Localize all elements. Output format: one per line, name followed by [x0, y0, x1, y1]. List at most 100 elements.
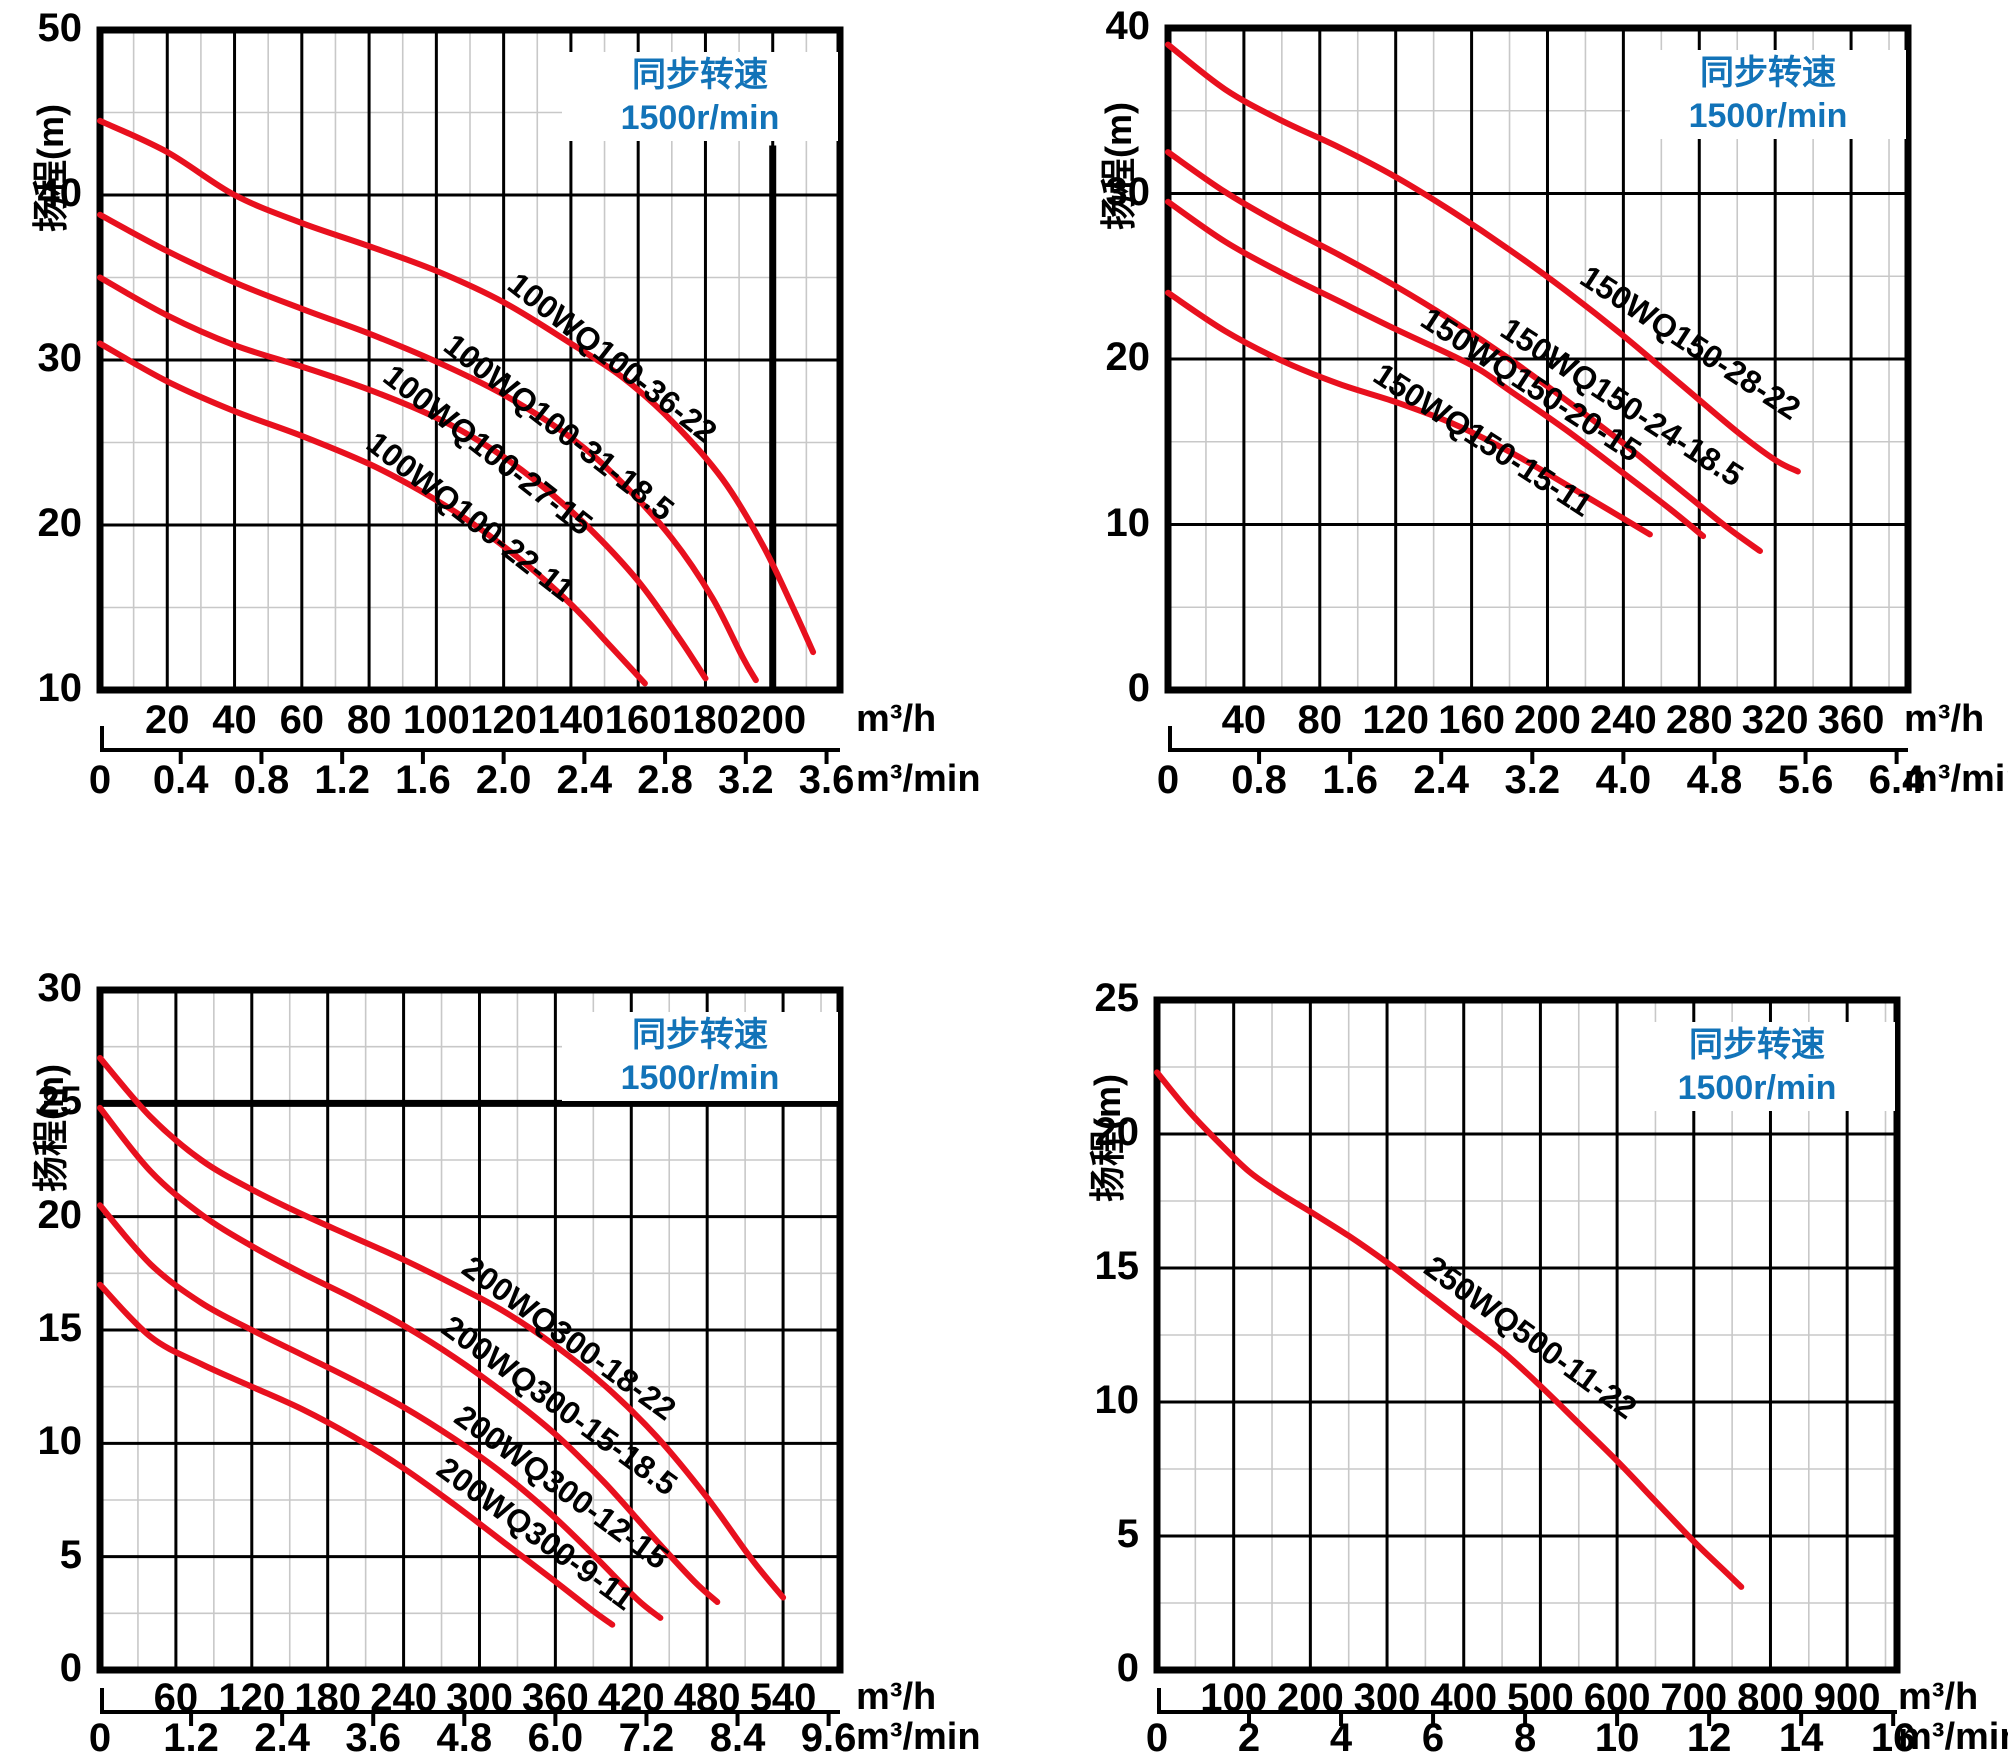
- speed-annotation-line2: 1500r/min: [1677, 1068, 1837, 1107]
- x-minute-tick-label: 0.4: [152, 758, 209, 802]
- x-minute-tick-label: 4.8: [436, 1716, 493, 1760]
- x-minute-tick-label: 6.4: [1868, 758, 1925, 802]
- x-axis-minute-scale: [1168, 726, 1908, 764]
- x-minute-tick-label: 2: [1237, 1716, 1261, 1760]
- speed-annotation: 同步转速 1500r/min: [1630, 50, 1906, 139]
- pump-curve: [1165, 149, 1763, 554]
- x-hour-tick-label: 200: [1276, 1676, 1344, 1720]
- pump-curve: [97, 1055, 787, 1601]
- curve-label: 200WQ300-15-18.5: [435, 1308, 684, 1502]
- x-axis-hour-unit: m³/h: [856, 1676, 937, 1718]
- pump-curve: [1154, 1069, 1745, 1590]
- x-minute-tick-label: 2.4: [254, 1716, 310, 1760]
- x-minute-tick-label: 4: [1329, 1716, 1353, 1760]
- curve-label: 150WQ150-28-22: [1574, 258, 1807, 427]
- curve-label: 100WQ100-31-18.5: [437, 326, 681, 527]
- x-minute-tick-label: 1.6: [395, 758, 451, 802]
- y-tick-label: 40: [1105, 4, 1151, 48]
- x-hour-tick-label: 240: [1590, 698, 1657, 742]
- x-axis-minute-unit: m³/min: [856, 758, 981, 800]
- x-minute-tick-label: 3.6: [798, 758, 855, 802]
- x-minute-tick-label: 3.2: [1504, 758, 1561, 802]
- x-hour-tick-label: 320: [1741, 698, 1809, 742]
- x-minute-tick-label: 14: [1778, 1716, 1824, 1760]
- x-minute-tick-label: 9.6: [800, 1716, 857, 1760]
- x-minute-tick-label: 2.0: [475, 758, 532, 802]
- x-hour-tick-label: 160: [1438, 698, 1505, 742]
- speed-annotation-line2: 1500r/min: [620, 1058, 780, 1097]
- x-minute-tick-label: 0: [88, 758, 112, 802]
- x-minute-tick-label: 4.8: [1686, 758, 1743, 802]
- x-minute-tick-label: 2.8: [637, 758, 693, 802]
- y-tick-label: 15: [37, 1306, 83, 1350]
- x-hour-tick-label: 240: [370, 1676, 437, 1720]
- x-hour-tick-label: 120: [470, 698, 537, 742]
- x-hour-tick-label: 180: [294, 1676, 362, 1720]
- x-axis-hour-unit: m³/h: [1898, 1676, 1979, 1718]
- x-axis-minute-unit: m³/min: [856, 1716, 981, 1758]
- x-minute-tick-label: 2.4: [1413, 758, 1470, 802]
- curve-label: 100WQ100-27-15: [377, 357, 600, 542]
- x-hour-tick-label: 420: [597, 1676, 665, 1720]
- pump-curve: [1165, 198, 1707, 540]
- x-minute-tick-label: 3.6: [345, 1716, 402, 1760]
- x-hour-tick-label: 360: [1817, 698, 1885, 742]
- x-minute-tick-label: 7.2: [618, 1716, 675, 1760]
- x-hour-tick-label: 540: [749, 1676, 817, 1720]
- y-axis-label: 扬程(m): [1098, 102, 1139, 230]
- pump-curve: [1165, 289, 1653, 538]
- curve-label: 150WQ150-20-15: [1415, 300, 1648, 469]
- x-axis-minute-scale: [100, 726, 840, 764]
- x-hour-tick-label: 160: [604, 698, 672, 742]
- x-hour-tick-label: 360: [522, 1676, 589, 1720]
- x-minute-tick-label: 6: [1421, 1716, 1445, 1760]
- x-minute-tick-label: 1.6: [1322, 758, 1378, 802]
- x-hour-tick-label: 20: [145, 698, 190, 742]
- x-hour-tick-label: 60: [153, 1676, 199, 1720]
- speed-annotation-line1: 同步转速: [632, 1016, 768, 1054]
- speed-annotation: 同步转速 1500r/min: [1619, 1022, 1895, 1111]
- y-tick-label: 0: [1116, 1646, 1139, 1690]
- x-hour-tick-label: 200: [739, 698, 807, 742]
- x-hour-tick-label: 500: [1507, 1676, 1574, 1720]
- x-minute-tick-label: 6.0: [527, 1716, 584, 1760]
- x-minute-tick-label: 0: [1156, 758, 1180, 802]
- x-hour-tick-label: 280: [1665, 698, 1733, 742]
- x-hour-tick-label: 40: [1221, 698, 1267, 742]
- x-hour-tick-label: 600: [1583, 1676, 1651, 1720]
- y-tick-label: 25: [1094, 976, 1140, 1020]
- x-axis-hour-unit: m³/h: [1904, 698, 1985, 740]
- curve-label: 150WQ150-15-11: [1367, 356, 1598, 524]
- y-tick-label: 5: [1116, 1512, 1139, 1556]
- x-hour-tick-label: 900: [1813, 1676, 1881, 1720]
- x-hour-tick-label: 60: [279, 698, 325, 742]
- x-minute-tick-label: 1.2: [314, 758, 370, 802]
- pump-curve: [97, 211, 759, 684]
- x-minute-tick-label: 5.6: [1777, 758, 1834, 802]
- curve-label: 100WQ100-36-22: [501, 265, 724, 450]
- curve-label: 200WQ300-9-11: [430, 1450, 641, 1617]
- y-tick-label: 10: [37, 666, 83, 710]
- x-hour-tick-label: 140: [537, 698, 605, 742]
- y-tick-label: 30: [37, 336, 83, 380]
- plot-area: 100WQ100-36-22100WQ100-31-18.5100WQ100-2…: [96, 26, 844, 694]
- x-hour-tick-label: 120: [218, 1676, 286, 1720]
- y-tick-label: 20: [1105, 335, 1151, 379]
- x-hour-tick-label: 80: [1297, 698, 1343, 742]
- y-tick-label: 10: [37, 1419, 83, 1464]
- x-hour-tick-label: 300: [446, 1676, 513, 1720]
- x-hour-tick-label: 800: [1737, 1676, 1804, 1720]
- x-axis-hour-unit: m³/h: [856, 698, 937, 740]
- curve-label: 150WQ150-24-18.5: [1494, 310, 1749, 493]
- pump-curve: [97, 340, 648, 687]
- y-tick-label: 25: [37, 1079, 83, 1124]
- x-hour-tick-label: 120: [1362, 698, 1430, 742]
- y-tick-label: 20: [37, 501, 83, 545]
- y-tick-label: 40: [37, 171, 83, 215]
- y-tick-label: 20: [37, 1192, 83, 1237]
- y-axis-label: 扬程(m): [1087, 1074, 1128, 1202]
- plot-area: 200WQ300-18-22200WQ300-15-18.5200WQ300-1…: [96, 986, 844, 1674]
- x-minute-tick-label: 3.2: [718, 758, 774, 802]
